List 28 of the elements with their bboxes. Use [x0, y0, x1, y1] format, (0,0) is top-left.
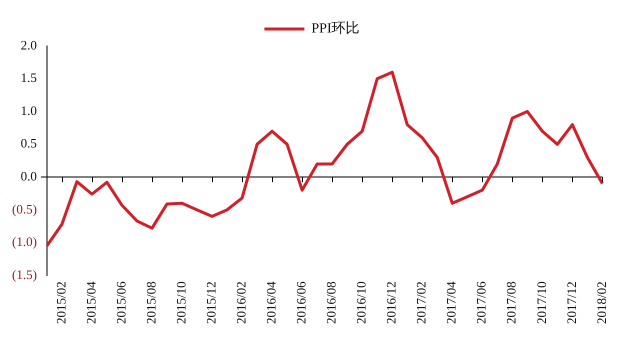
- x-tick-label: 2018/02: [594, 281, 609, 324]
- x-tick-label: 2017/06: [474, 280, 489, 324]
- x-tick-label: 2015/10: [173, 281, 188, 324]
- x-tick-label: 2015/08: [143, 281, 158, 324]
- y-tick-label: 1.5: [20, 70, 37, 86]
- x-tick-label: 2016/12: [384, 281, 399, 324]
- x-tick-label: 2015/12: [203, 281, 218, 324]
- x-tick-label: 2015/06: [113, 280, 128, 324]
- y-tick-label: 0.5: [20, 136, 37, 151]
- x-tick-label: 2017/04: [444, 280, 459, 324]
- x-tick-label: 2017/10: [534, 281, 549, 324]
- x-tick-label: 2016/08: [324, 281, 339, 324]
- x-tick-label: 2016/02: [234, 281, 249, 324]
- x-tick-label: 2016/04: [264, 280, 279, 324]
- x-tick-label: 2017/02: [414, 281, 429, 324]
- text: 0.0: [20, 168, 37, 184]
- y-tick-label: (1.0): [12, 234, 37, 250]
- x-tick-label: 2017/08: [504, 281, 519, 324]
- x-tick-label: 2015/02: [53, 281, 68, 324]
- x-tick-label: 2016/10: [354, 281, 369, 324]
- legend-label: PPI环比: [311, 20, 360, 37]
- y-tick-label: (0.5): [12, 201, 37, 216]
- x-tick-label: 2017/12: [564, 281, 579, 324]
- x-tick-label: 2015/04: [83, 280, 98, 324]
- y-tick-label: (1.5): [12, 266, 37, 282]
- x-tick-label: 2016/06: [294, 280, 309, 324]
- text: 2.0: [20, 37, 37, 52]
- text: 1.0: [20, 102, 37, 118]
